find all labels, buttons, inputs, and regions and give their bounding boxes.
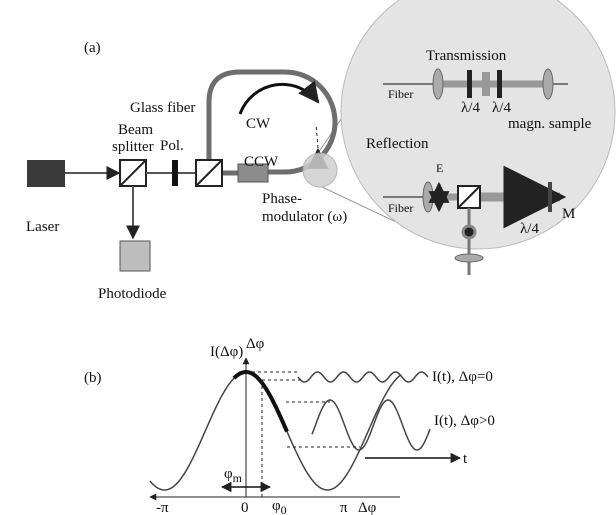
x-axis-label: Δφ xyxy=(358,500,377,515)
wave-plate xyxy=(526,184,531,212)
fiber-label: Fiber xyxy=(388,201,413,215)
photodiode xyxy=(120,241,150,271)
modulation-range xyxy=(234,372,287,432)
field-label: E xyxy=(436,161,443,175)
cw-arrow xyxy=(240,84,318,114)
plate-label: λ/4 xyxy=(492,100,511,116)
x-tick-label: 0 xyxy=(241,500,249,515)
polarizer-label: Pol. xyxy=(160,138,184,154)
mirror xyxy=(548,182,552,212)
wave-plate xyxy=(467,70,472,98)
lens xyxy=(455,254,483,262)
offset-label: φ0 xyxy=(272,498,287,515)
cw-label: CW xyxy=(246,116,271,132)
laser-label: Laser xyxy=(26,219,59,235)
reflection-title: Reflection xyxy=(366,136,429,152)
ccw-dashes xyxy=(316,124,318,148)
trace-label: I(t), Δφ=0 xyxy=(432,369,493,385)
lens xyxy=(433,69,443,99)
wave-plate xyxy=(497,70,502,98)
panel-label: (b) xyxy=(84,370,102,386)
lens xyxy=(543,69,553,99)
plate-label: λ/4 xyxy=(461,100,480,116)
subscript: m xyxy=(233,471,243,485)
time-label: t xyxy=(463,451,468,467)
transmission-title: Transmission xyxy=(426,48,507,64)
fiber-label: Glass fiber xyxy=(130,100,195,116)
mirror-label: M xyxy=(562,206,575,222)
magnifier-spot xyxy=(303,153,337,187)
subscript: 0 xyxy=(281,503,287,515)
figure: (a) Laser Beam splitter Photodiode Pol. … xyxy=(0,0,616,515)
y-axis-label: I(Δφ) xyxy=(210,344,243,360)
lens xyxy=(423,182,433,212)
modulator-label: Phase- xyxy=(262,191,302,207)
sample-label: magn. sample xyxy=(508,116,592,132)
sample xyxy=(482,72,490,96)
plate-label: λ/4 xyxy=(520,221,539,237)
ccw-label: CCW xyxy=(244,154,279,170)
panel-label: (a) xyxy=(84,40,101,56)
modulation-label: φm xyxy=(224,466,243,485)
symbol: φ xyxy=(224,466,233,482)
trace-zero xyxy=(298,372,428,382)
y-axis-top-label: Δφ xyxy=(246,336,265,352)
fiber-label: Fiber xyxy=(388,87,413,101)
x-tick-label: π xyxy=(340,500,348,515)
polarizer xyxy=(172,160,178,186)
photodiode-label: Photodiode xyxy=(98,286,167,302)
modulator-label: modulator (ω) xyxy=(262,209,347,225)
symbol: φ xyxy=(272,498,281,514)
detector xyxy=(463,226,475,238)
laser xyxy=(27,160,65,187)
beam-splitter-label: Beam xyxy=(118,122,153,138)
trace-label: I(t), Δφ>0 xyxy=(434,413,495,429)
intensity-curve xyxy=(150,372,400,490)
x-tick-label: -π xyxy=(156,500,169,515)
beam-splitter-label: splitter xyxy=(112,139,154,155)
